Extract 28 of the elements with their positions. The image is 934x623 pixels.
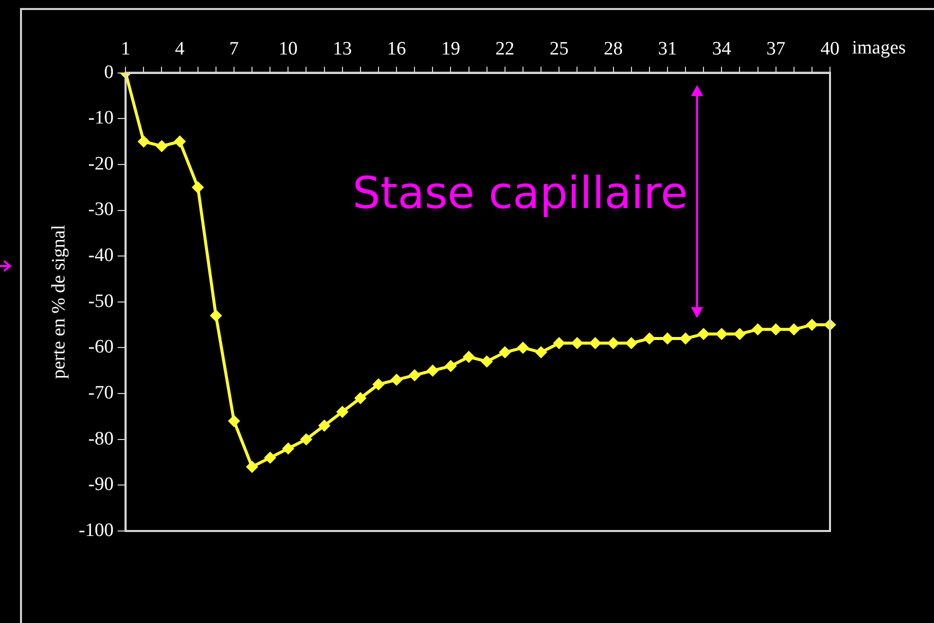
x-tick-label: 10	[278, 38, 298, 60]
y-tick-label: -50	[88, 290, 114, 312]
y-tick-label: 0	[104, 62, 114, 83]
x-tick-label: 34	[712, 38, 732, 60]
x-tick-label: 1	[120, 38, 130, 60]
x-tick-label: 28	[604, 38, 623, 60]
y-tick-label: -10	[88, 108, 114, 129]
y-tick-label: -90	[88, 474, 114, 496]
x-tick-label: 40	[820, 38, 840, 60]
x-tick-label: 13	[332, 38, 352, 60]
x-axis-title: images	[852, 37, 906, 58]
x-tick-label: 4	[175, 38, 186, 60]
x-tick-label: 16	[387, 38, 406, 60]
annotation: Stase capillaire	[352, 168, 688, 219]
y-tick-label: -40	[88, 245, 114, 266]
x-tick-label: 19	[441, 38, 460, 60]
y-tick-label: -70	[88, 382, 114, 404]
x-tick-label: 31	[658, 38, 677, 60]
y-tick-label: -100	[78, 520, 114, 541]
x-tick-label: 37	[766, 38, 786, 60]
y-tick-label: -20	[88, 153, 114, 174]
y-axis-title: perte en % de signal	[48, 224, 70, 379]
y-tick-label: -30	[88, 199, 114, 220]
y-tick-label: -60	[88, 336, 114, 358]
y-tick-label: -80	[88, 428, 114, 450]
x-tick-label: 25	[550, 38, 569, 60]
x-tick-label: 22	[495, 38, 514, 60]
x-tick-label: 7	[229, 38, 239, 60]
